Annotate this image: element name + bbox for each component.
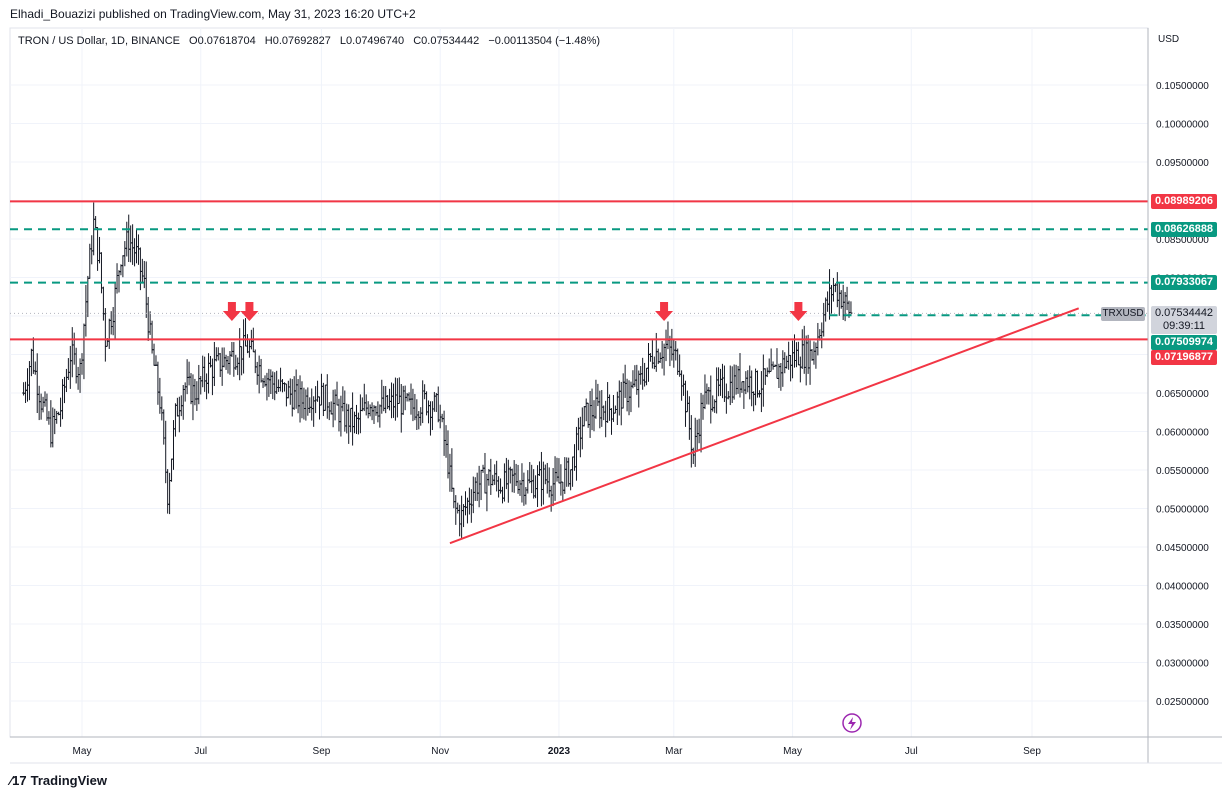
y-tick-label: 0.06500000 xyxy=(1156,389,1209,400)
countdown: 09:39:11 xyxy=(1162,320,1205,332)
red-low-tag: 0.07196877 xyxy=(1151,350,1217,365)
green-low-tag: 0.07509974 xyxy=(1151,335,1217,350)
horizontal-levels xyxy=(10,200,1148,341)
symbol-tag: TRXUSD xyxy=(1101,307,1145,321)
y-tick-label: 0.03000000 xyxy=(1156,659,1209,670)
brand-name: TradingView xyxy=(30,773,107,788)
down-arrow-icon xyxy=(655,302,674,321)
lightning-icon xyxy=(842,713,862,733)
tradingview-logo[interactable]: ⁄17 TradingView xyxy=(10,773,107,788)
x-tick-label: 2023 xyxy=(548,746,571,757)
down-arrow-icon xyxy=(789,302,808,321)
y-tick-label: 0.10000000 xyxy=(1156,120,1209,131)
red-upper-tag: 0.08989206 xyxy=(1151,194,1217,209)
green-mid-tag: 0.07933067 xyxy=(1151,275,1217,290)
low-value: L0.07496740 xyxy=(339,35,405,47)
y-tick-label: 0.09500000 xyxy=(1156,158,1209,169)
lightning-bolt xyxy=(848,717,856,730)
trendline xyxy=(449,307,1080,545)
tradingview-logo-icon: ⁄17 xyxy=(10,773,27,788)
current-price: 0.07534442 xyxy=(1154,307,1214,319)
y-tick-label: 0.04500000 xyxy=(1156,543,1209,554)
y-tick-label: 0.03500000 xyxy=(1156,620,1209,631)
y-tick-label: 0.05500000 xyxy=(1156,466,1209,477)
symbol-legend: TRON / US Dollar, 1D, BINANCE O0.0761870… xyxy=(18,35,602,47)
green-upper-tag: 0.08626888 xyxy=(1151,222,1217,237)
plot-frame xyxy=(9,27,1149,738)
down-arrow-icon xyxy=(222,302,241,321)
high-value: H0.07692827 xyxy=(264,35,331,47)
change-value: −0.00113504 (−1.48%) xyxy=(488,35,601,47)
x-tick-label: Sep xyxy=(313,746,331,757)
axes: 0.105000000.100000000.095000000.09000000… xyxy=(10,28,1222,764)
close-value: C0.07534442 xyxy=(413,35,480,47)
y-tick-label: 0.04000000 xyxy=(1156,582,1209,593)
symbol-name[interactable]: TRON / US Dollar, 1D, BINANCE xyxy=(18,35,180,47)
x-tick-label: Jul xyxy=(194,746,207,757)
arrow-markers xyxy=(222,302,862,733)
y-tick-label: 0.02500000 xyxy=(1156,697,1209,708)
y-tick-label: 0.05000000 xyxy=(1156,505,1209,516)
y-tick-label: 0.08500000 xyxy=(1156,235,1209,246)
ohlc-bars xyxy=(22,202,853,539)
trendline-line xyxy=(449,307,1080,545)
publish-header: Elhadi_Bouazizi published on TradingView… xyxy=(10,7,416,21)
y-tick-label: 0.10500000 xyxy=(1156,81,1209,92)
chart-grid xyxy=(9,27,1149,738)
x-tick-label: Nov xyxy=(431,746,449,757)
currency-label[interactable]: USD xyxy=(1158,34,1180,45)
down-arrow-icon xyxy=(240,302,259,321)
x-tick-label: Mar xyxy=(665,746,683,757)
x-tick-label: May xyxy=(783,746,802,757)
x-tick-label: Sep xyxy=(1023,746,1041,757)
y-tick-label: 0.06000000 xyxy=(1156,428,1209,439)
x-tick-label: Jul xyxy=(905,746,918,757)
current-price-tag: 0.07534442 09:39:11 xyxy=(1151,306,1217,334)
x-tick-label: May xyxy=(73,746,92,757)
open-value: O0.07618704 xyxy=(189,35,256,47)
